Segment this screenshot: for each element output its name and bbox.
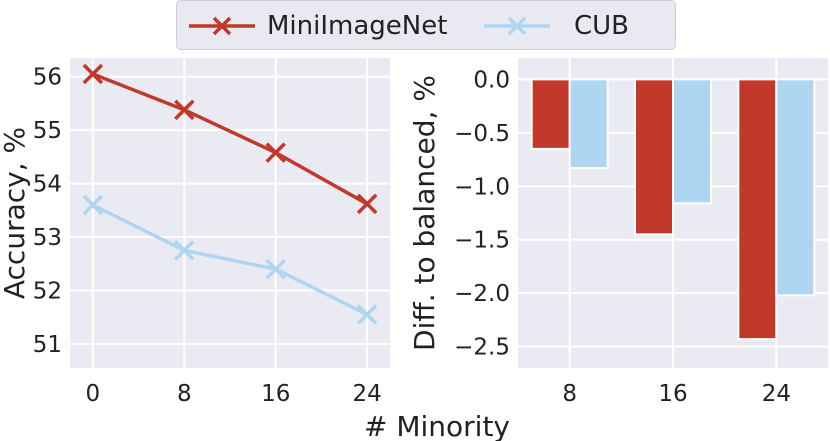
x-tick-label: 24 [762, 381, 791, 407]
x-tick-label: 16 [658, 381, 687, 407]
accuracy-line-chart: 0 8 16 24 51 52 53 54 55 56 Accuracy, % [0, 58, 390, 407]
cub-point [265, 258, 286, 280]
cub-series-line [92, 203, 368, 317]
cub-bar [672, 78, 712, 205]
x-axis-label: # Minority [364, 410, 510, 441]
legend-label-minimagenet: MiniImageNet [267, 11, 448, 41]
y-tick-label: −1.0 [454, 174, 510, 200]
y-tick-label: 55 [33, 118, 62, 144]
cub-point [82, 194, 104, 216]
y-tick-label: 54 [33, 172, 62, 198]
plot-area [70, 58, 390, 368]
legend-label-cub: CUB [574, 11, 630, 41]
cub-point [356, 304, 378, 325]
legend: MiniImageNet CUB [176, 0, 676, 50]
y-tick-label: −1.5 [454, 228, 510, 254]
cub-bar [568, 78, 609, 170]
x-tick-label: 16 [261, 381, 290, 407]
miniimagenet-bar [737, 78, 778, 341]
miniimagenet-bar [530, 78, 571, 150]
miniimagenet-point [265, 142, 286, 163]
miniimagenet-bar [634, 78, 674, 236]
cub-point [174, 240, 195, 261]
y-tick-label: −2.0 [454, 281, 510, 307]
y-tick-label: 53 [33, 225, 62, 251]
cub-legend-marker [484, 16, 550, 36]
y-tick-label: 0.0 [473, 67, 510, 93]
y-axis-label: Accuracy, % [0, 127, 31, 299]
x-tick-label: 8 [177, 381, 192, 407]
difference-bar-chart: 8 16 24 0.0 −0.5 −1.0 −1.5 −2.0 −2.5 Diff. to bal… [408, 58, 828, 407]
x-tick-label: 24 [353, 381, 382, 407]
y-tick-label: 56 [33, 65, 62, 91]
legend-item-cub: CUB [482, 1, 629, 51]
miniimagenet-series-line [92, 72, 368, 206]
cub-bar [775, 78, 816, 297]
y-tick-label: 52 [33, 279, 62, 305]
miniimagenet-point [356, 193, 378, 215]
y-tick-label: −0.5 [454, 121, 510, 147]
miniimagenet-point [174, 99, 195, 121]
y-tick-label: −2.5 [454, 335, 510, 361]
x-tick-label: 8 [562, 381, 577, 407]
y-tick-label: 51 [33, 332, 62, 358]
x-tick-label: 0 [86, 381, 101, 407]
minimagenet-legend-marker [189, 16, 255, 36]
miniimagenet-point [82, 63, 104, 85]
legend-item-minimagenet: MiniImageNet [187, 1, 447, 51]
y-axis-label: Diff. to balanced, % [408, 75, 441, 351]
